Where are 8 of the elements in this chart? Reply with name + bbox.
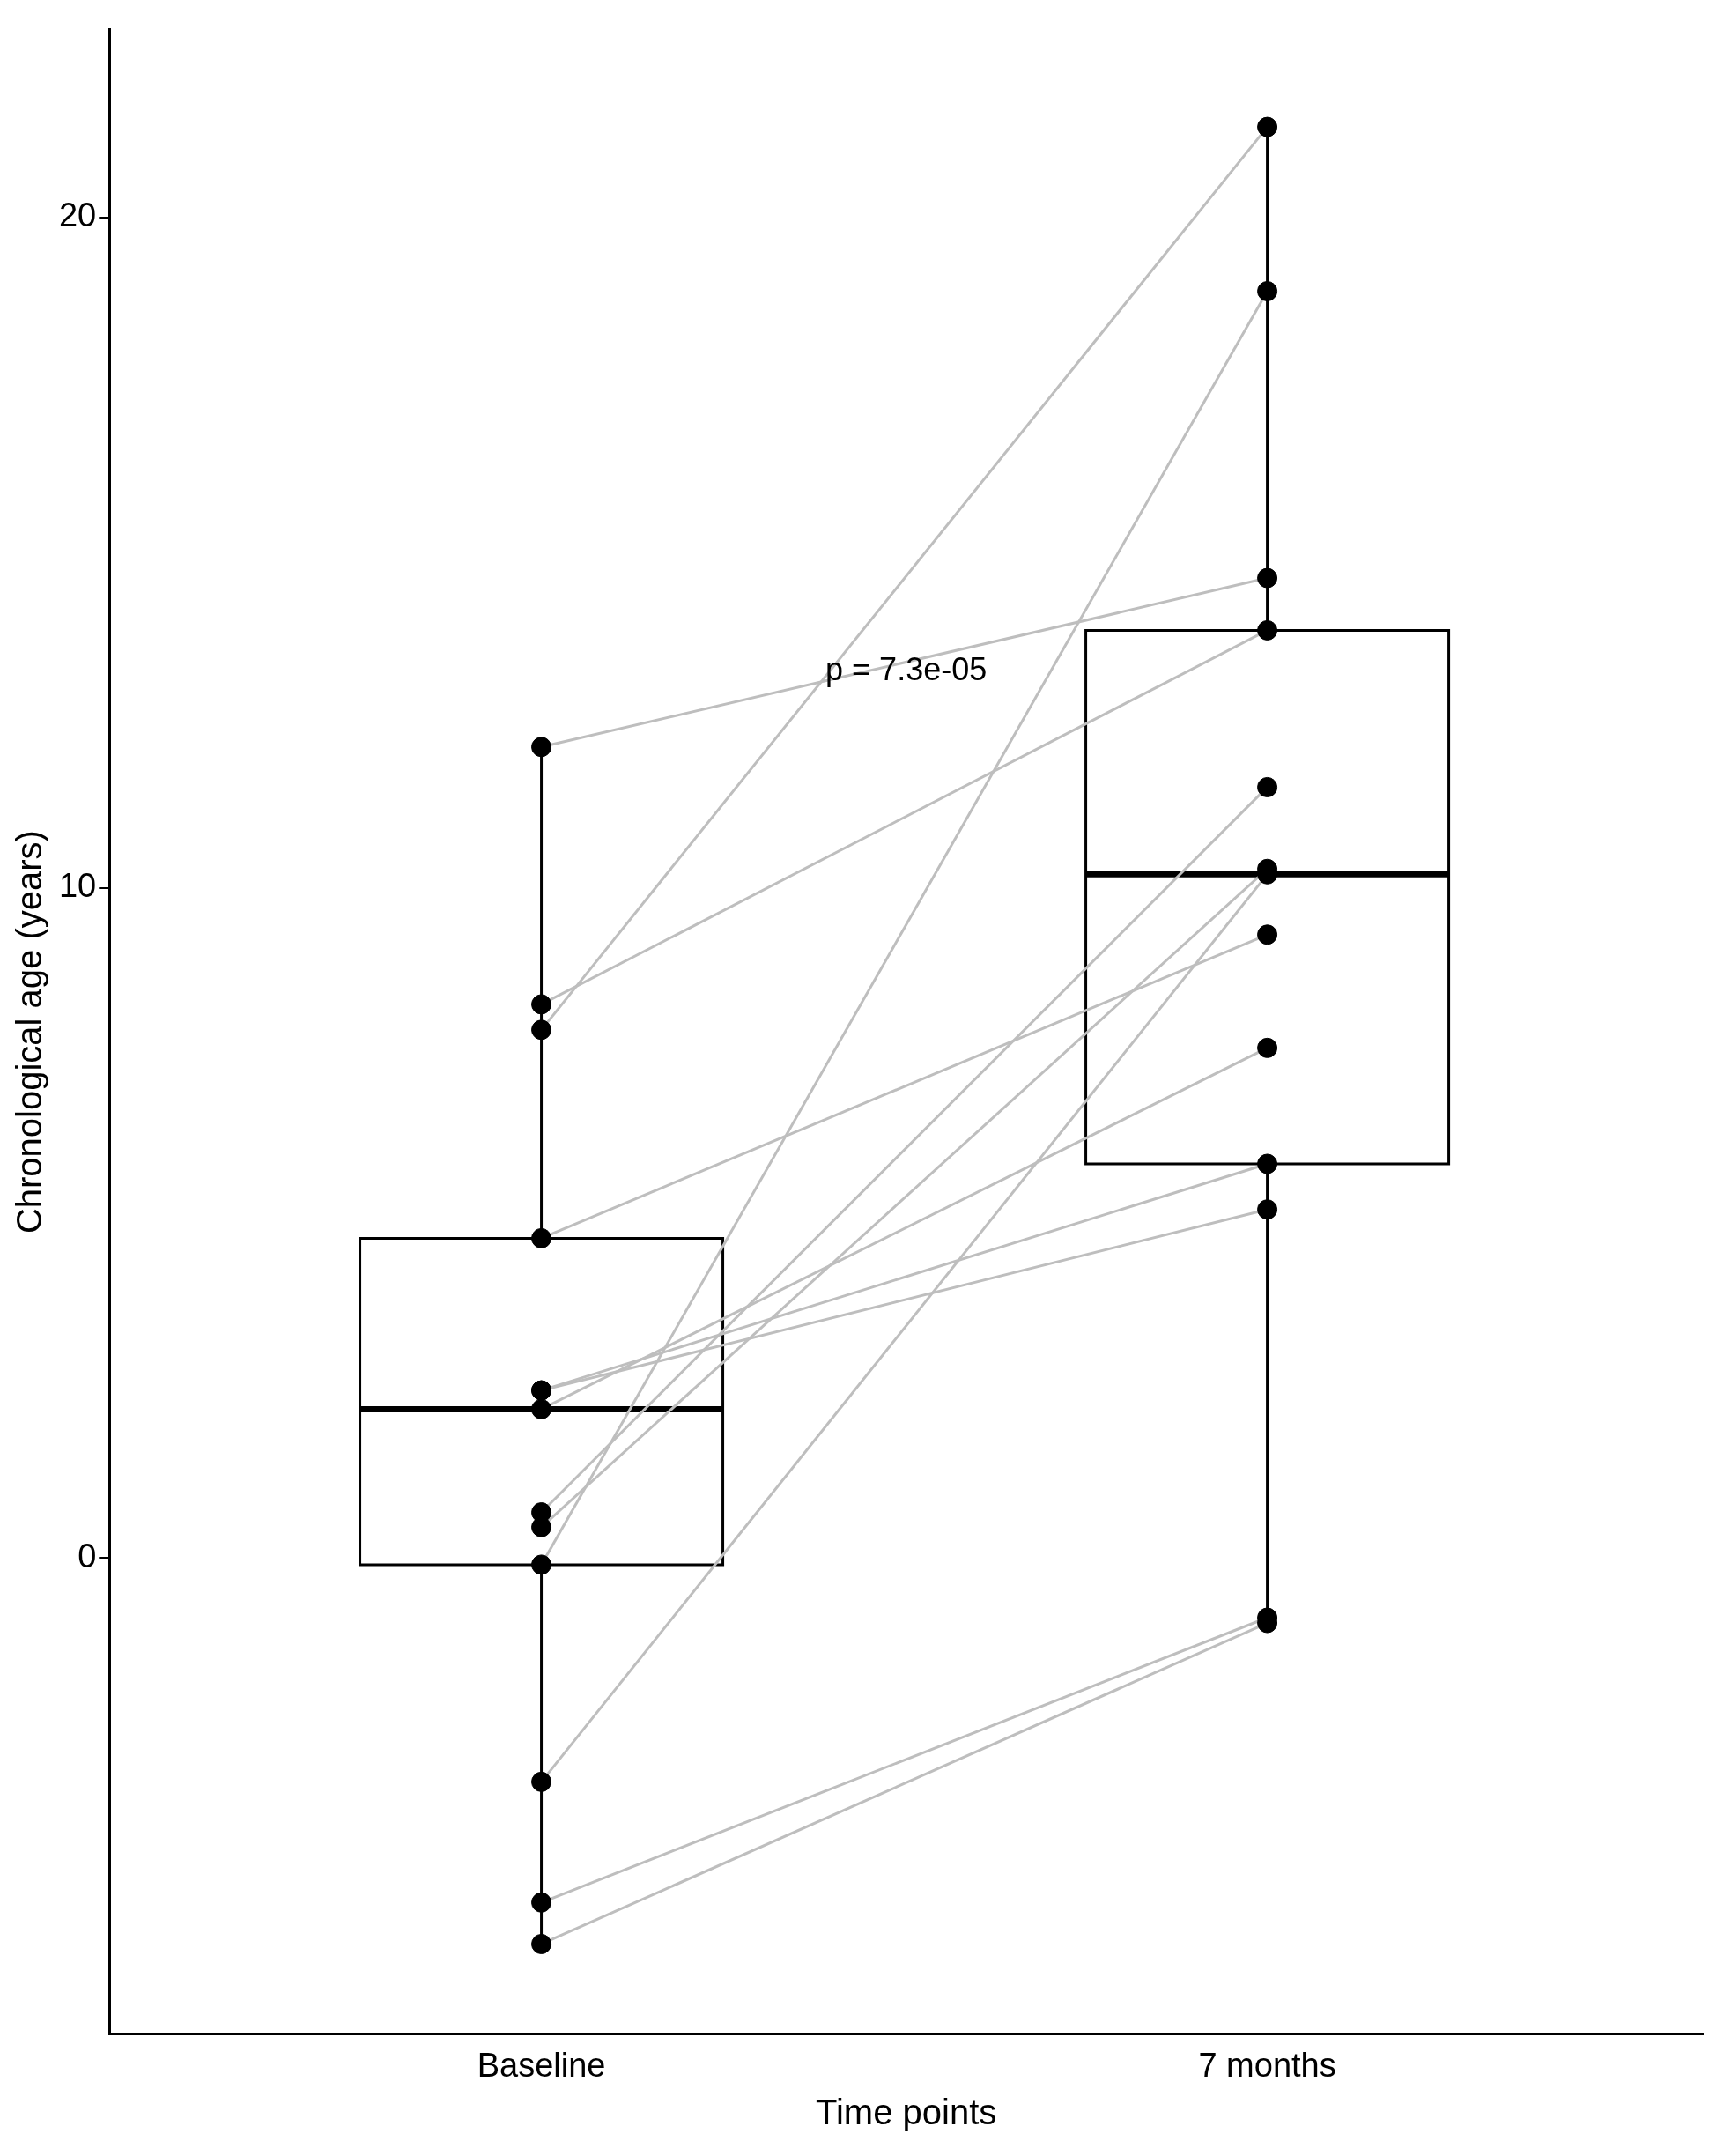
- x-tick-label: 7 months: [1198, 2046, 1336, 2084]
- y-axis-title: Chronological age (years): [10, 830, 49, 1234]
- y-tick-label: 10: [58, 867, 97, 905]
- y-tick-label: 20: [58, 196, 97, 234]
- annotation: p = 7.3e-05: [825, 650, 988, 687]
- x-axis-title: Time points: [816, 2093, 997, 2132]
- x-tick-label: Baseline: [477, 2046, 606, 2084]
- y-tick-label: 0: [78, 1537, 97, 1574]
